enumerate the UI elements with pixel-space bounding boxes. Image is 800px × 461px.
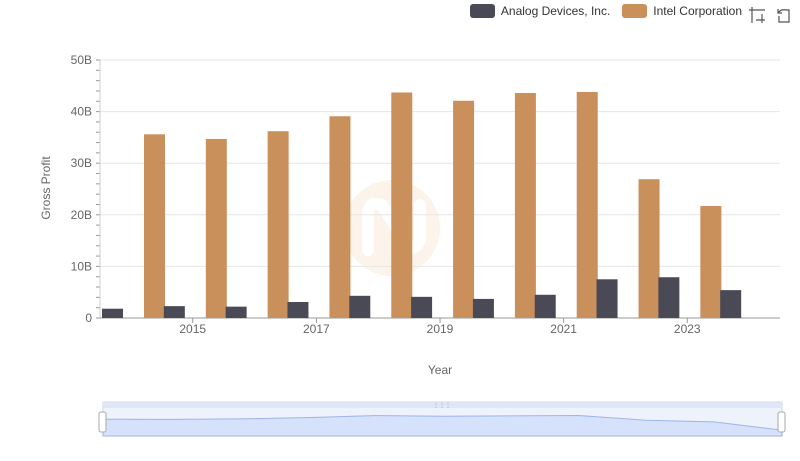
legend-swatch-intel <box>622 4 648 18</box>
bar-intel-2015[interactable] <box>205 138 227 318</box>
bar-analog-devices-2021[interactable] <box>534 294 556 318</box>
navigator-left-handle[interactable] <box>98 411 107 433</box>
y-tick-label: 50B <box>71 53 92 67</box>
navigator-right-handle[interactable] <box>777 411 786 433</box>
x-tick-label: 2021 <box>550 322 577 336</box>
bar-analog-devices-2023[interactable] <box>658 277 680 318</box>
x-axis-title: Year <box>428 363 452 377</box>
navigator-grip-icon[interactable]: ⋮⋮⋮ <box>433 403 451 409</box>
legend-item-analog-devices[interactable]: Analog Devices, Inc. <box>469 4 611 18</box>
legend-label-analog-devices: Analog Devices, Inc. <box>500 4 611 18</box>
reset-zoom-icon[interactable] <box>774 6 792 24</box>
y-axis-title: Gross Profit <box>39 156 53 220</box>
y-tick-label: 0 <box>85 311 92 325</box>
bar-intel-2016[interactable] <box>267 131 289 318</box>
bar-analog-devices-2018[interactable] <box>349 295 371 318</box>
navigator-top-bar[interactable] <box>103 402 782 408</box>
bar-analog-devices-2016[interactable] <box>225 306 247 318</box>
bar-intel-2020[interactable] <box>514 93 536 318</box>
bar-intel-2023[interactable] <box>700 206 722 318</box>
legend: Analog Devices, Inc. Intel Corporation <box>469 4 742 18</box>
bar-intel-2017[interactable] <box>329 116 351 318</box>
gridlines <box>100 59 780 267</box>
bar-intel-2014[interactable] <box>144 134 165 318</box>
bar-analog-devices-2014[interactable] <box>102 308 123 318</box>
y-tick-label: 40B <box>71 105 92 119</box>
bar-analog-devices-2020[interactable] <box>472 298 494 318</box>
x-tick-label: 2015 <box>179 322 206 336</box>
legend-label-intel: Intel Corporation <box>653 4 742 18</box>
chart-toolbar <box>748 6 792 24</box>
navigator-series-area <box>102 414 783 437</box>
x-tick-label: 2019 <box>427 322 454 336</box>
bar-intel-2018[interactable] <box>391 92 413 319</box>
y-tick-label: 10B <box>71 259 92 273</box>
legend-swatch-analog-devices <box>469 4 495 18</box>
y-axis: 0 10B 20B 30B 40B 50B <box>71 53 101 325</box>
x-axis: 2015 2017 2019 2021 2023 <box>100 317 780 336</box>
y-tick-label: 30B <box>71 156 92 170</box>
bar-analog-devices-2024[interactable] <box>720 290 742 318</box>
legend-item-intel[interactable]: Intel Corporation <box>622 4 742 18</box>
bar-intel-2019[interactable] <box>453 100 475 318</box>
bar-analog-devices-2015[interactable] <box>163 306 185 318</box>
x-tick-label: 2017 <box>303 322 330 336</box>
x-tick-label: 2023 <box>674 322 701 336</box>
bars <box>102 91 742 319</box>
range-navigator[interactable]: ⋮⋮⋮ <box>98 401 786 437</box>
bar-analog-devices-2022[interactable] <box>596 279 618 318</box>
zoom-icon[interactable] <box>748 6 766 24</box>
bar-analog-devices-2017[interactable] <box>287 302 309 318</box>
bar-intel-2021[interactable] <box>576 91 598 318</box>
bar-intel-2022[interactable] <box>638 179 660 318</box>
y-tick-label: 20B <box>71 208 92 222</box>
bar-analog-devices-2019[interactable] <box>411 296 433 318</box>
